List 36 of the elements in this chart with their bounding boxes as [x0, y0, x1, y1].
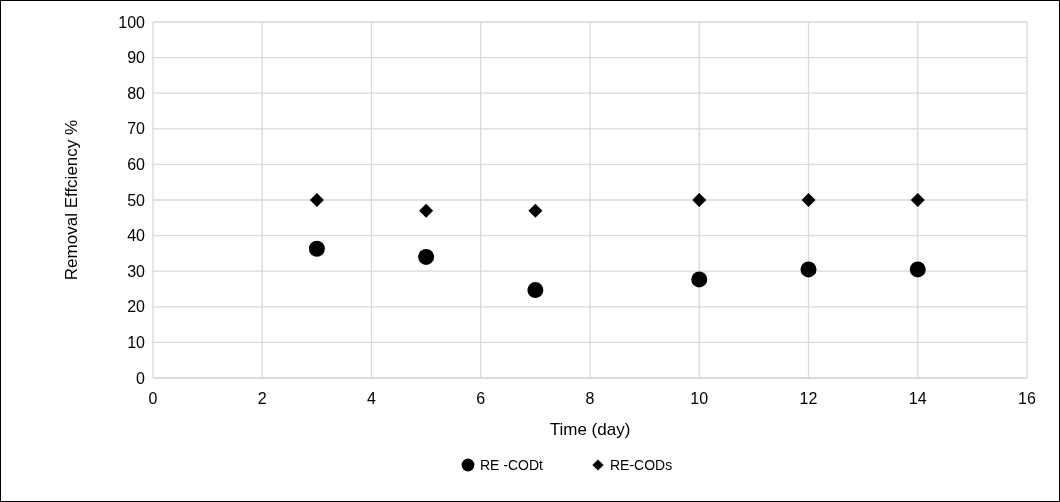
y-tick-label: 40	[127, 227, 146, 245]
y-tick-label: 50	[127, 191, 146, 209]
x-tick-label: 12	[799, 390, 818, 407]
y-tick-label: 90	[127, 49, 146, 67]
y-tick-label: 100	[118, 13, 146, 31]
y-tick-label: 60	[127, 156, 146, 173]
point	[801, 193, 816, 207]
point	[691, 271, 708, 288]
y-tick-label: 0	[136, 369, 146, 387]
x-tick-label: 8	[585, 390, 595, 407]
x-tick-label: 6	[476, 390, 486, 407]
legend-label: RE -CODt	[480, 456, 544, 473]
point	[692, 193, 707, 207]
legend-label: RE-CODs	[610, 456, 673, 473]
point	[308, 240, 325, 257]
point	[527, 282, 544, 299]
point	[528, 203, 543, 218]
y-tick-label: 70	[127, 120, 146, 138]
point	[800, 261, 817, 278]
x-tick-label: 14	[908, 390, 927, 407]
point	[419, 203, 434, 218]
x-tick-label: 2	[257, 390, 267, 407]
x-tick-label: 4	[367, 390, 377, 407]
y-tick-label: 80	[127, 84, 146, 102]
point	[309, 193, 324, 207]
point	[909, 261, 926, 278]
point	[418, 248, 435, 265]
y-tick-label: 10	[127, 334, 146, 351]
x-tick-label: 16	[1018, 390, 1036, 407]
y-tick-label: 20	[127, 298, 146, 316]
x-tick-label: 10	[690, 390, 709, 407]
x-axis-title: Time (day)	[549, 420, 631, 439]
x-tick-label: 0	[148, 390, 158, 407]
y-tick-label: 30	[127, 262, 146, 280]
y-axis-title: Removal Effciency %	[62, 119, 81, 281]
point	[910, 193, 925, 207]
